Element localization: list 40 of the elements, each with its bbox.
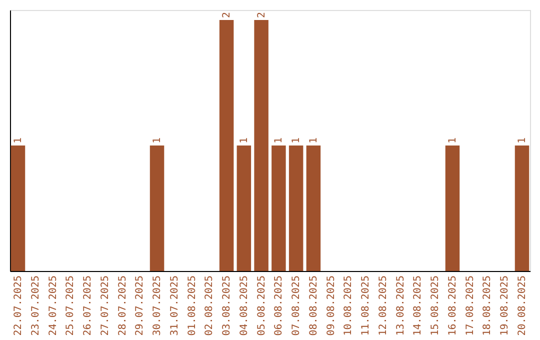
x-tick-label: 05.08.2025 — [256, 276, 268, 336]
x-tick-label: 18.08.2025 — [482, 276, 494, 336]
x-tick-label: 30.07.2025 — [152, 276, 164, 336]
x-tick-label: 06.08.2025 — [274, 276, 285, 336]
x-tick-label: 02.08.2025 — [204, 276, 216, 336]
data-label: 1 — [517, 137, 528, 144]
x-tick-label: 01.08.2025 — [186, 276, 198, 336]
x-tick-label: 09.08.2025 — [326, 276, 337, 336]
x-tick-label: 31.07.2025 — [169, 276, 180, 336]
x-tick-label: 07.08.2025 — [291, 276, 302, 336]
data-label: 1 — [274, 137, 285, 144]
x-tick-label: 22.07.2025 — [12, 276, 24, 336]
x-tick-label: 12.08.2025 — [378, 276, 389, 336]
x-tick-label: 28.07.2025 — [117, 276, 128, 336]
x-tick-label: 27.07.2025 — [100, 276, 111, 336]
data-label: 1 — [12, 137, 24, 144]
x-tick-label: 19.08.2025 — [500, 276, 511, 336]
x-tick-label: 23.07.2025 — [30, 276, 42, 336]
x-tick-label: 20.08.2025 — [517, 276, 528, 336]
x-tick-label: 17.08.2025 — [464, 276, 476, 336]
data-label: 1 — [308, 137, 320, 144]
x-tick-label: 26.07.2025 — [82, 276, 94, 336]
data-label: 1 — [291, 137, 302, 144]
x-tick-label: 03.08.2025 — [222, 276, 233, 336]
x-tick-label: 24.07.2025 — [48, 276, 59, 336]
x-tick-label: 25.07.2025 — [65, 276, 76, 336]
data-label: 2 — [256, 12, 268, 18]
data-label: 1 — [152, 137, 164, 144]
x-tick-label: 29.07.2025 — [134, 276, 146, 336]
x-tick-label: 14.08.2025 — [412, 276, 424, 336]
data-label: 2 — [222, 12, 233, 18]
data-label: 1 — [447, 137, 458, 144]
x-tick-label: 08.08.2025 — [308, 276, 320, 336]
x-tick-label: 11.08.2025 — [360, 276, 372, 336]
x-tick-label: 16.08.2025 — [447, 276, 458, 336]
x-tick-label: 13.08.2025 — [395, 276, 406, 336]
x-tick-label: 10.08.2025 — [343, 276, 354, 336]
x-tick-label: 15.08.2025 — [430, 276, 442, 336]
data-label: 1 — [238, 137, 250, 144]
x-tick-label: 04.08.2025 — [238, 276, 250, 336]
